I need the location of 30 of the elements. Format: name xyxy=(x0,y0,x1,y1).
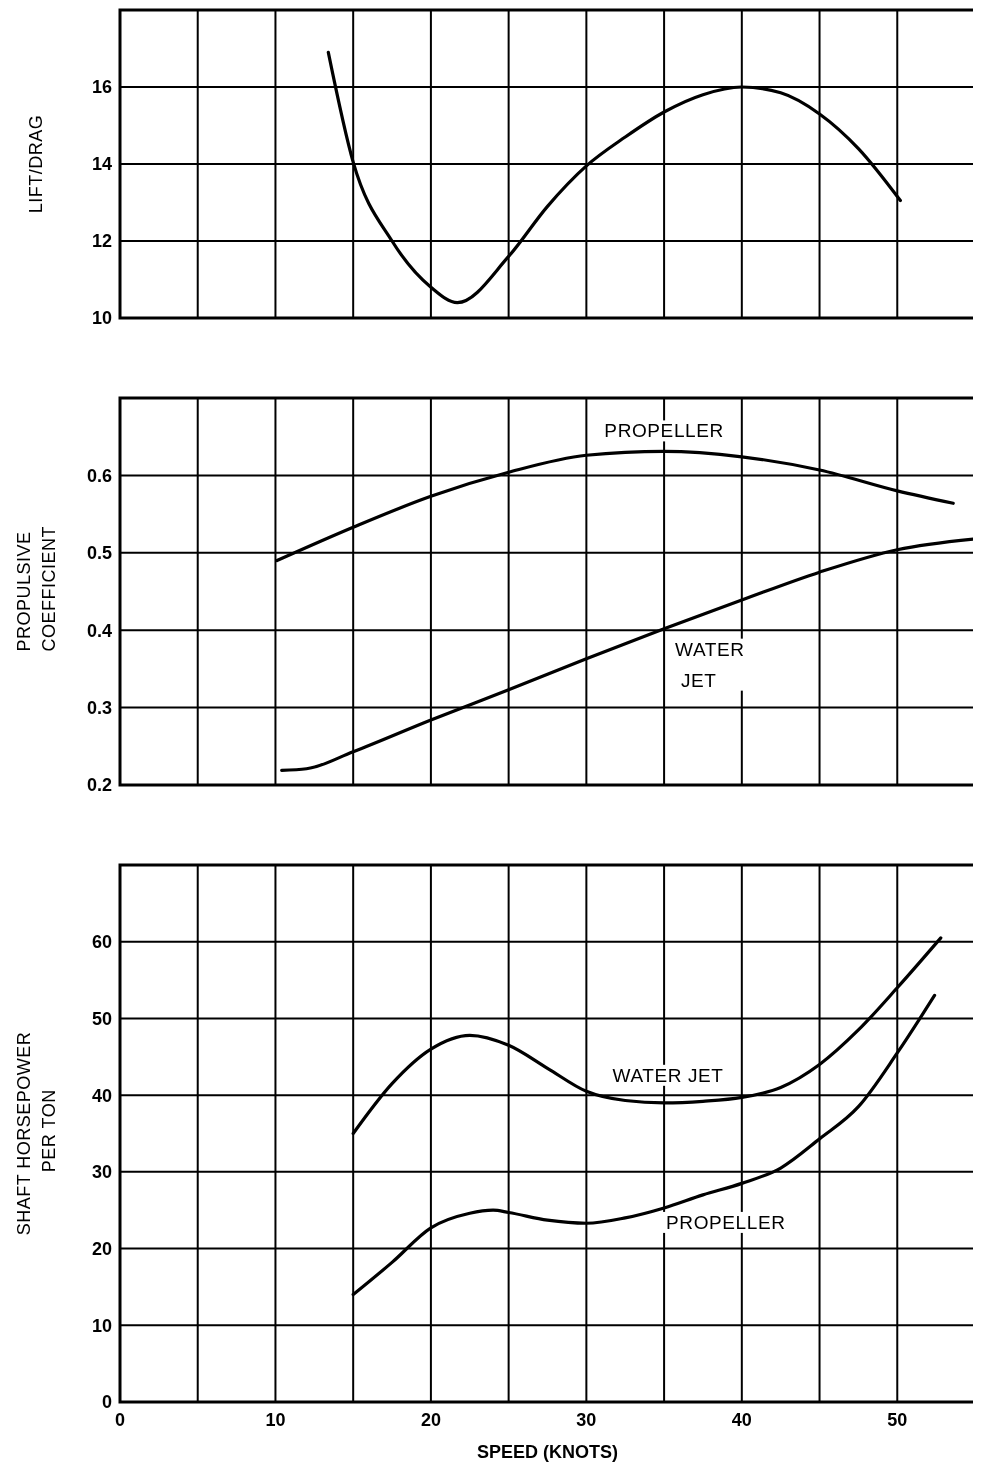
x-tick-label: 30 xyxy=(576,1410,597,1430)
y-tick-label: 0.2 xyxy=(86,775,112,796)
y-tick-label: 60 xyxy=(91,932,112,953)
series-label: WATER JET xyxy=(612,1064,724,1086)
x-tick-label: 10 xyxy=(265,1410,286,1430)
y-tick-label: 0.4 xyxy=(86,620,112,641)
y-tick-label: 10 xyxy=(91,308,112,329)
y-tick-label: 0 xyxy=(101,1392,112,1413)
y-tick-label: 0.5 xyxy=(86,543,112,564)
y-axis-title: PROPULSIVE COEFFICIENT xyxy=(13,526,59,657)
x-axis-title: SPEED (KNOTS) xyxy=(476,1442,619,1462)
series-label: WATER JET xyxy=(675,638,745,691)
x-tick-label: 20 xyxy=(420,1410,441,1430)
y-tick-label: 10 xyxy=(91,1315,112,1336)
y-tick-label: 16 xyxy=(91,77,112,98)
y-tick-label: 0.6 xyxy=(86,465,112,486)
y-tick-label: 40 xyxy=(91,1085,112,1106)
y-axis-title: LIFT/DRAG xyxy=(26,114,47,214)
x-tick-label: 0 xyxy=(114,1410,126,1430)
y-tick-label: 14 xyxy=(91,154,112,175)
y-axis-title: SHAFT HORSEPOWER PER TON xyxy=(13,1031,59,1236)
x-tick-label: 50 xyxy=(887,1410,908,1430)
y-tick-label: 20 xyxy=(91,1239,112,1260)
y-tick-label: 12 xyxy=(91,231,112,252)
x-tick-label: 40 xyxy=(731,1410,752,1430)
y-tick-label: 50 xyxy=(91,1008,112,1029)
y-tick-label: 30 xyxy=(91,1162,112,1183)
series-label: PROPELLER xyxy=(604,420,724,442)
y-tick-label: 0.3 xyxy=(86,698,112,719)
series-label: PROPELLER xyxy=(666,1211,786,1233)
